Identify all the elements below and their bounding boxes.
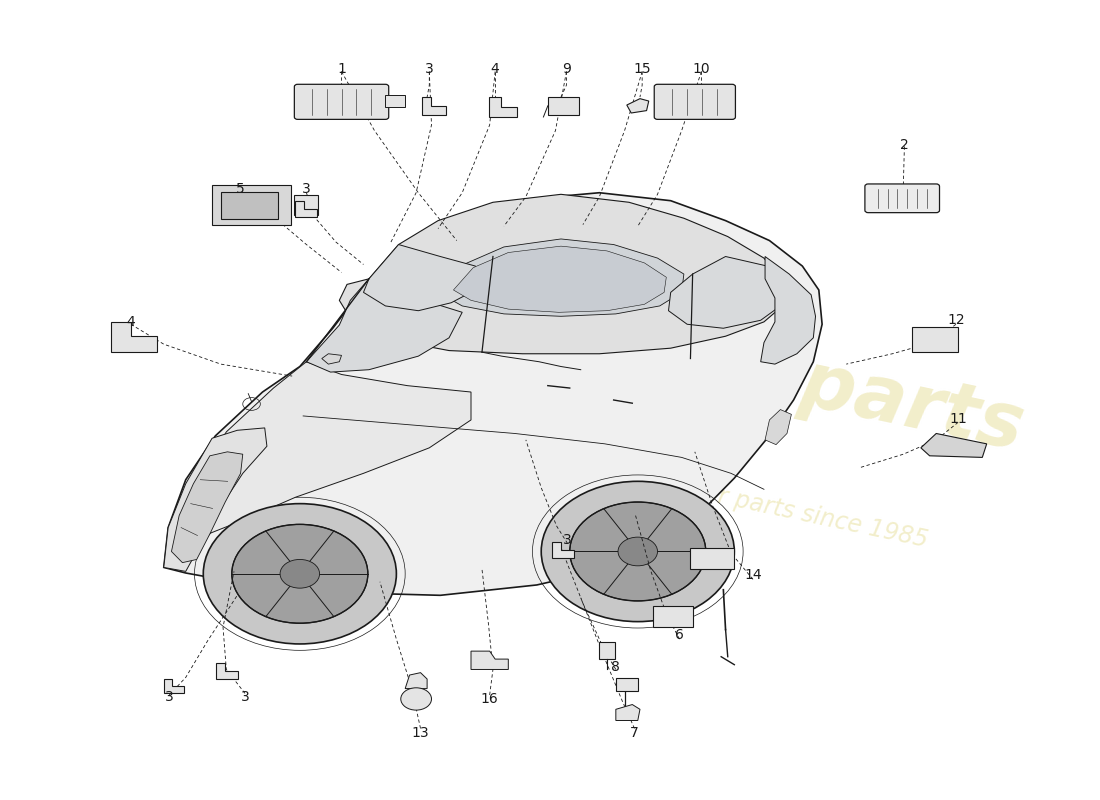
Circle shape xyxy=(204,504,396,644)
Text: 3: 3 xyxy=(425,62,433,76)
Text: 7: 7 xyxy=(630,726,639,740)
Polygon shape xyxy=(438,239,684,316)
Text: a passion for parts since 1985: a passion for parts since 1985 xyxy=(576,455,930,553)
Text: 5: 5 xyxy=(236,182,245,196)
Bar xyxy=(212,185,292,225)
Text: 6: 6 xyxy=(675,628,684,642)
Text: 9: 9 xyxy=(562,62,571,76)
Polygon shape xyxy=(322,354,341,364)
Polygon shape xyxy=(669,257,782,328)
Bar xyxy=(600,642,615,659)
Circle shape xyxy=(570,502,706,601)
Circle shape xyxy=(232,524,367,623)
Polygon shape xyxy=(339,194,782,354)
Text: 8: 8 xyxy=(612,660,620,674)
FancyBboxPatch shape xyxy=(654,84,736,119)
Polygon shape xyxy=(627,98,649,113)
Polygon shape xyxy=(307,279,462,372)
Text: 3: 3 xyxy=(302,182,311,196)
Polygon shape xyxy=(471,651,508,670)
Text: 13: 13 xyxy=(411,726,429,740)
FancyBboxPatch shape xyxy=(295,84,388,119)
Bar xyxy=(691,548,735,569)
Text: 3: 3 xyxy=(165,690,174,703)
Text: 12: 12 xyxy=(947,314,965,327)
Polygon shape xyxy=(363,245,475,310)
Polygon shape xyxy=(164,428,267,571)
Polygon shape xyxy=(766,410,791,445)
Bar xyxy=(295,195,319,215)
Text: 15: 15 xyxy=(634,62,651,76)
Text: 11: 11 xyxy=(949,412,967,426)
Circle shape xyxy=(400,688,431,710)
FancyBboxPatch shape xyxy=(865,184,939,213)
Bar xyxy=(912,326,958,352)
Bar xyxy=(616,678,638,691)
Text: 14: 14 xyxy=(745,568,762,582)
Polygon shape xyxy=(172,452,243,562)
Text: 1: 1 xyxy=(337,62,346,76)
Circle shape xyxy=(280,559,320,588)
Text: 4: 4 xyxy=(491,62,499,76)
Text: 10: 10 xyxy=(693,62,711,76)
Polygon shape xyxy=(761,257,815,364)
Text: 16: 16 xyxy=(481,692,498,706)
Bar xyxy=(385,95,405,106)
Polygon shape xyxy=(421,97,446,114)
Text: 3: 3 xyxy=(563,533,572,546)
Polygon shape xyxy=(488,97,517,117)
Polygon shape xyxy=(405,673,427,689)
Polygon shape xyxy=(188,362,471,535)
Polygon shape xyxy=(453,246,667,312)
Text: 2: 2 xyxy=(900,138,909,152)
Polygon shape xyxy=(552,542,574,558)
Polygon shape xyxy=(217,663,239,679)
Bar xyxy=(221,192,278,219)
Polygon shape xyxy=(296,201,318,217)
Polygon shape xyxy=(921,434,987,458)
Polygon shape xyxy=(164,679,184,694)
Polygon shape xyxy=(616,705,640,721)
Bar xyxy=(548,97,579,114)
Circle shape xyxy=(618,537,658,566)
Polygon shape xyxy=(164,193,822,595)
Bar xyxy=(653,606,693,627)
Circle shape xyxy=(541,482,735,622)
Text: 4: 4 xyxy=(126,315,135,329)
Polygon shape xyxy=(111,322,157,352)
Text: 3: 3 xyxy=(241,690,250,703)
Text: euRoparts: euRoparts xyxy=(585,302,1031,466)
